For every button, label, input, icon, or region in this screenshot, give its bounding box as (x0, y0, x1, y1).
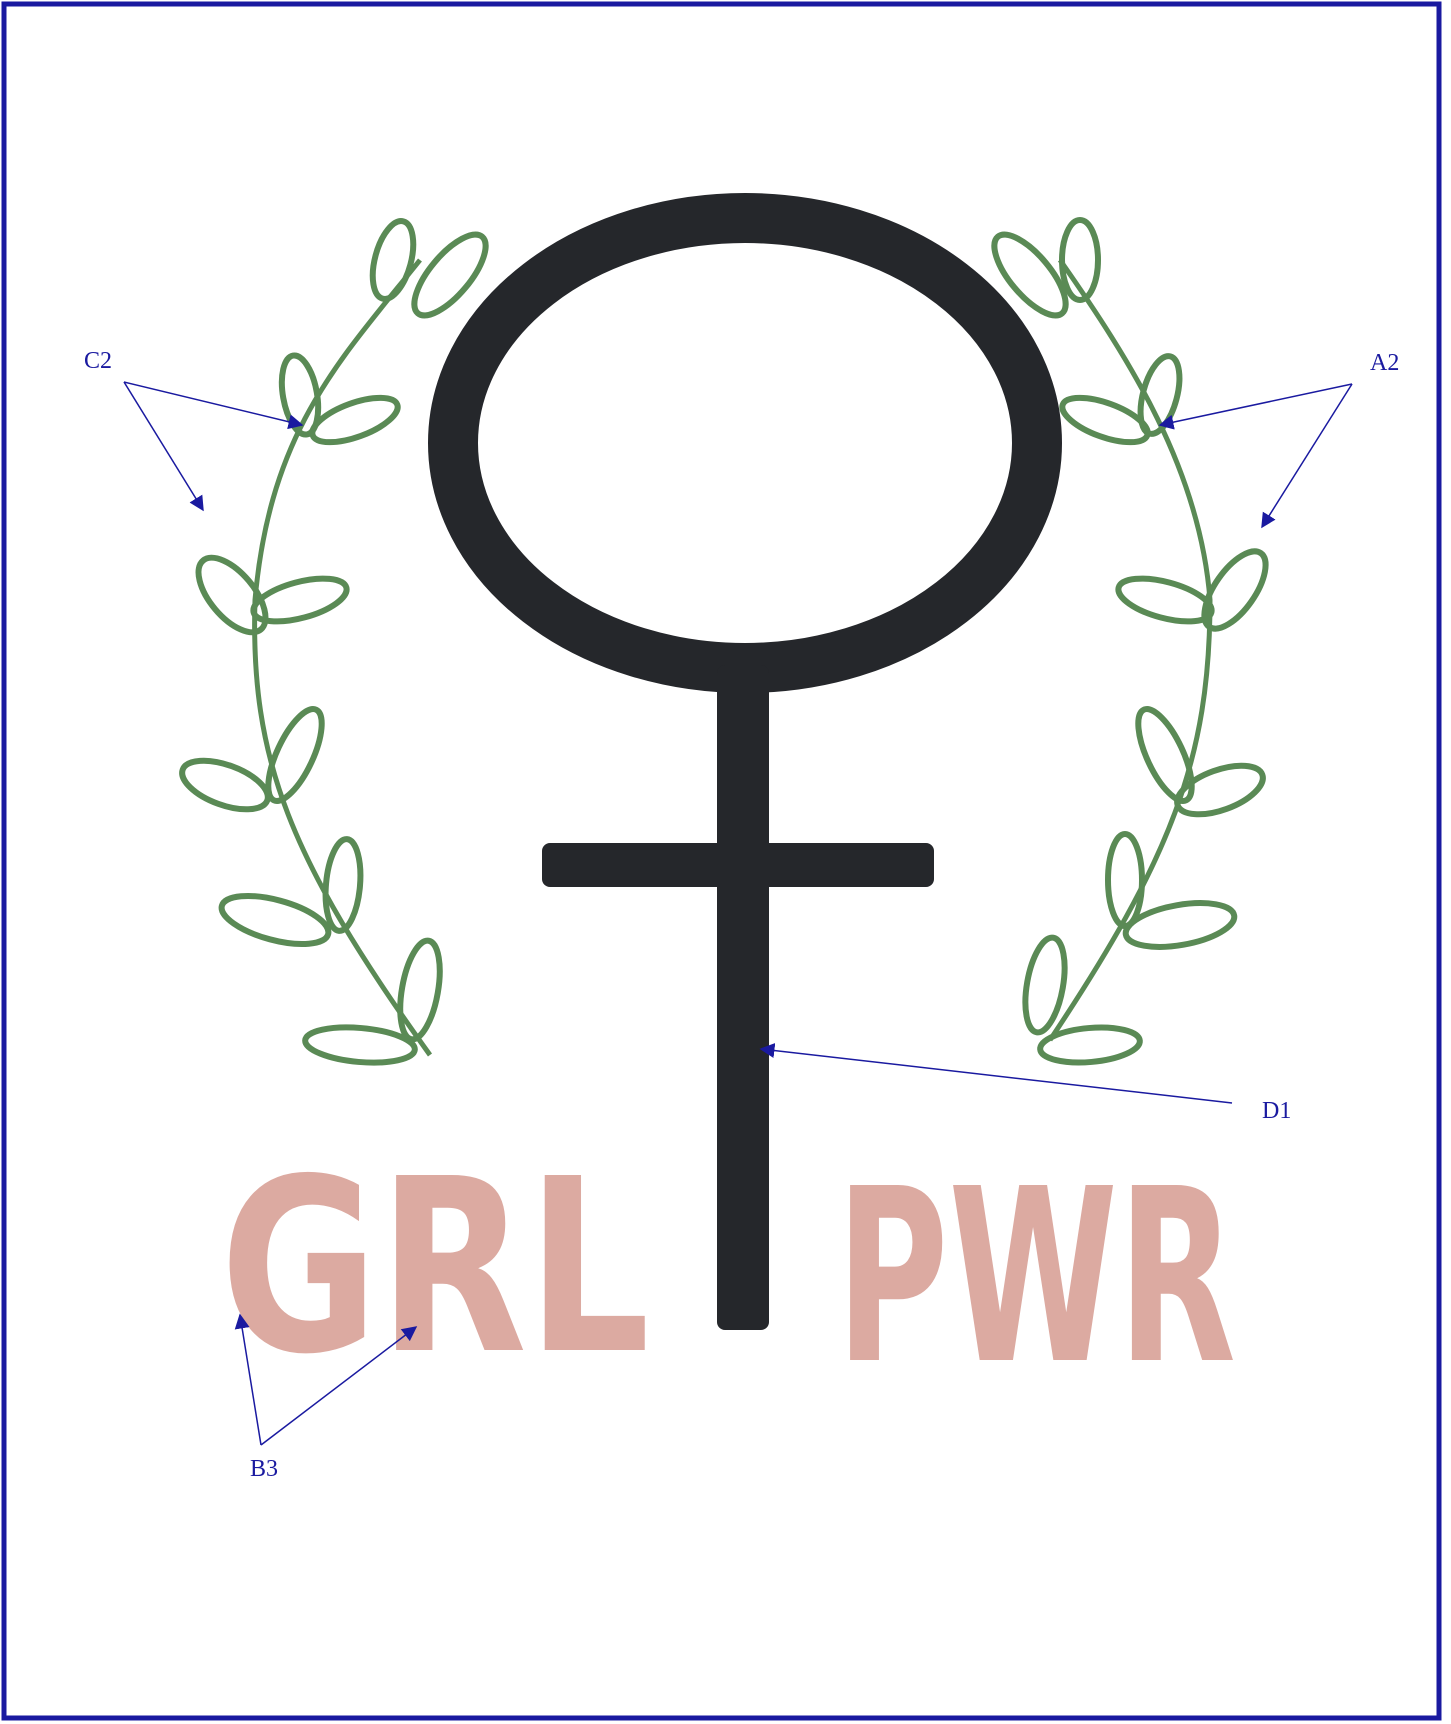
callout-label: B3 (250, 1456, 278, 1482)
grl-lettering: GRL (220, 1127, 650, 1407)
page: GRL PWR C2 A2 D1 B3 (0, 0, 1451, 1724)
callout-label: C2 (84, 348, 112, 374)
pwr-lettering: PWR (836, 1137, 1236, 1417)
callout-label: A2 (1370, 350, 1399, 376)
callout-label: D1 (1262, 1098, 1291, 1124)
